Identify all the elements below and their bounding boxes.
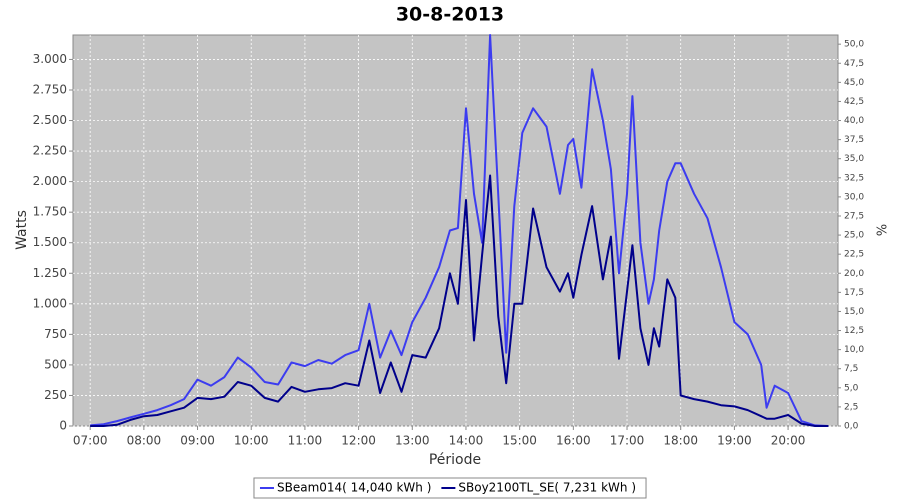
y-tick-label: 0 <box>59 419 67 433</box>
y-tick-label: 2.250 <box>33 144 67 158</box>
series-line <box>90 34 829 427</box>
x-tick-label: 15:00 <box>502 434 537 448</box>
y2-tick-label: 40,0 <box>844 116 864 126</box>
legend-label: SBeam014( 14,040 kWh ) <box>277 481 431 495</box>
y2-tick-label: 32,5 <box>844 173 864 183</box>
y2-tick-label: 35,0 <box>844 154 864 164</box>
y2-tick-label: 5,0 <box>844 383 859 393</box>
y2-tick-label: 30,0 <box>844 192 864 202</box>
x-tick-label: 17:00 <box>610 434 645 448</box>
y-tick-label: 2.750 <box>33 82 67 96</box>
x-axis-title: Période <box>429 452 481 468</box>
y-tick-label: 1.000 <box>33 296 67 310</box>
y2-tick-label: 25,0 <box>844 231 864 241</box>
y-axis-title: Watts <box>14 210 30 250</box>
y2-tick-label: 47,5 <box>844 59 864 69</box>
x-tick-label: 07:00 <box>73 434 108 448</box>
x-tick-label: 12:00 <box>341 434 376 448</box>
x-tick-label: 19:00 <box>717 434 752 448</box>
x-tick-label: 20:00 <box>771 434 806 448</box>
y2-tick-label: 12,5 <box>844 326 864 336</box>
x-tick-label: 18:00 <box>663 434 698 448</box>
x-tick-label: 13:00 <box>395 434 430 448</box>
chart-title: 30-8-2013 <box>396 4 504 26</box>
x-tick-label: 16:00 <box>556 434 591 448</box>
y2-tick-label: 2,5 <box>844 402 858 412</box>
y-tick-label: 250 <box>44 388 67 402</box>
y2-tick-label: 45,0 <box>844 78 864 88</box>
y-tick-label: 1.250 <box>33 266 67 280</box>
y2-tick-label: 17,5 <box>844 288 864 298</box>
y2-tick-label: 20,0 <box>844 269 864 279</box>
y-tick-label: 1.500 <box>33 235 67 249</box>
series-line <box>90 174 829 427</box>
x-tick-label: 14:00 <box>449 434 484 448</box>
y2-axis-title: % <box>873 224 888 236</box>
x-tick-label: 09:00 <box>180 434 215 448</box>
x-tick-label: 08:00 <box>127 434 162 448</box>
y-tick-label: 2.500 <box>33 113 67 127</box>
y2-tick-label: 15,0 <box>844 307 864 317</box>
legend-label: SBoy2100TL_SE( 7,231 kWh ) <box>458 481 636 495</box>
x-tick-label: 11:00 <box>288 434 323 448</box>
y-tick-label: 500 <box>44 357 67 371</box>
x-tick-label: 10:00 <box>234 434 269 448</box>
y2-tick-label: 50,0 <box>844 40 864 50</box>
y-tick-label: 750 <box>44 327 67 341</box>
y2-tick-label: 42,5 <box>844 97 864 107</box>
y2-tick-label: 22,5 <box>844 250 864 260</box>
y-tick-label: 3.000 <box>33 52 67 66</box>
y2-tick-label: 0,0 <box>844 422 859 432</box>
y-tick-label: 1.750 <box>33 205 67 219</box>
plot-area <box>72 34 839 427</box>
y2-tick-label: 7,5 <box>844 364 858 374</box>
y-tick-label: 2.000 <box>33 174 67 188</box>
y2-tick-label: 37,5 <box>844 135 864 145</box>
y2-tick-label: 10,0 <box>844 345 864 355</box>
y2-tick-label: 27,5 <box>844 211 864 221</box>
